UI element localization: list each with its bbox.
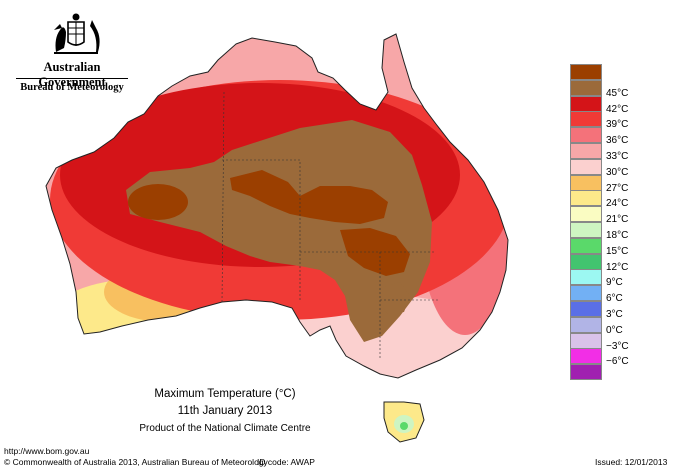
legend-item: 42°C [570,95,636,115]
legend-item: −3°C [570,332,636,352]
legend-label: 3°C [606,309,623,320]
legend-swatch [570,206,602,223]
legend-label: 6°C [606,293,623,305]
legend-swatch [570,174,602,191]
legend-item: 27°C [570,174,636,194]
legend-label: 30°C [606,166,629,178]
legend-swatch [570,64,602,80]
bom-logo: Australian Government Bureau of Meteorol… [10,8,130,96]
legend-item: 3°C [570,301,636,320]
legend-item: −6°C [570,348,636,368]
legend-swatch [570,237,602,254]
legend-item [570,64,636,80]
legend-swatch [570,143,602,159]
legend-swatch [570,332,602,349]
legend-swatch [570,158,602,175]
legend-swatch [570,269,602,286]
legend-swatch [570,364,602,381]
legend-item: 30°C [570,158,636,178]
legend-swatch [570,127,602,144]
legend-label: 15°C [606,245,629,257]
footer-copyright: © Commonwealth of Australia 2013, Austra… [4,457,268,467]
legend-label: 42°C [606,103,629,115]
legend-swatch [570,285,602,302]
coat-of-arms-icon [54,13,100,54]
map-product-line: Product of the National Climate Centre [139,423,311,434]
legend-item: 12°C [570,253,636,273]
legend-swatch [570,316,602,333]
legend-item: 0°C [570,316,636,336]
legend-item [570,364,636,381]
tasmania [383,401,425,443]
legend-label: −6°C [606,356,629,368]
legend-swatch [570,190,602,207]
legend-item: 39°C [570,111,636,131]
legend-item: 18°C [570,222,636,241]
footer-id-code: ID code: AWAP [257,457,315,467]
legend-swatch [570,111,602,128]
legend-item: 6°C [570,285,636,305]
legend-label: 33°C [606,151,629,162]
legend-swatch [570,222,602,238]
legend-label: 39°C [606,119,629,131]
legend-label: 27°C [606,182,629,194]
footer-issued: Issued: 12/01/2013 [595,457,668,467]
legend-label: −3°C [606,340,629,352]
legend-label: 36°C [606,135,629,147]
legend-swatch [570,253,602,270]
legend-item: 33°C [570,143,636,162]
legend-swatch [570,95,602,112]
legend-label: 9°C [606,277,623,289]
map-title: Maximum Temperature (°C) [154,388,296,400]
legend-item: 45°C [570,79,636,99]
legend-swatch [570,348,602,365]
legend-swatch [570,79,602,96]
bureau-name: Bureau of Meteorology [20,82,124,93]
footer-url: http://www.bom.gov.au [4,446,90,456]
legend-label: 21°C [606,214,629,226]
legend-item: 15°C [570,237,636,257]
legend-label: 24°C [606,198,629,210]
legend-swatch [570,301,602,317]
legend-item: 24°C [570,190,636,210]
legend-item: 36°C [570,127,636,147]
legend-label: 45°C [606,87,629,99]
legend-label: 12°C [606,261,629,273]
legend-label: 0°C [606,324,623,336]
divider [16,78,128,79]
legend-label: 18°C [606,230,629,241]
legend-item: 21°C [570,206,636,226]
map-date: 11th January 2013 [177,405,273,417]
legend-item: 9°C [570,269,636,289]
